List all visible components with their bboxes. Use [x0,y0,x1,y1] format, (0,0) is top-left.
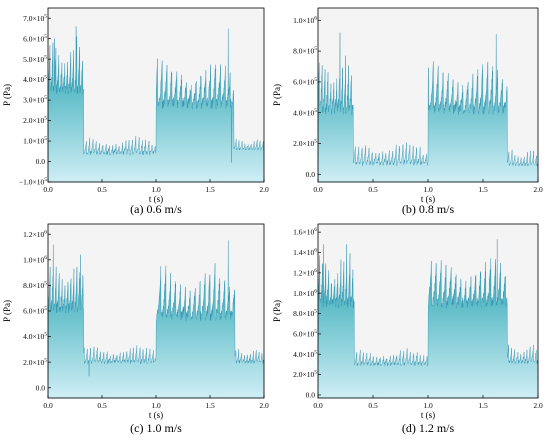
x-tick-label: 1.5 [478,401,488,410]
y-tick-label: 4.0×105 [293,349,317,359]
y-tick-label: 0.0 [36,383,46,392]
x-tick-label: 1.0 [423,401,433,410]
x-tick-label: 0.0 [43,401,53,410]
x-tick-label: 0.0 [313,185,323,194]
y-tick-label: 2.0×105 [23,116,47,126]
y-tick-label: 1.0×105 [23,136,47,146]
chart-panel-a: 0.0 0.5 1.0 1.5 2.0−1.0×1050.01.0×1052.0×105… [2,7,269,216]
y-tick-label: 1.0×106 [23,255,47,265]
x-tick-label: 2.0 [533,185,543,194]
x-tick-label: 2.0 [259,185,269,194]
y-tick-label: 4.0×105 [23,332,47,342]
y-axis-title: P (Pa) [2,300,12,322]
y-tick-label: −1.0×105 [19,177,47,187]
x-tick-label: 1.0 [423,185,433,194]
y-tick-label: 1.0×106 [293,288,317,298]
x-tick-label: 0.0 [313,401,323,410]
y-tick-label: 8.0×105 [23,281,47,291]
x-tick-label: 1.5 [205,185,215,194]
x-tick-label: 1.5 [478,185,488,194]
y-tick-label: 6.0×105 [293,329,317,339]
x-tick-label: 0.5 [368,401,378,410]
x-tick-label: 0.5 [368,185,378,194]
y-tick-label: 2.0×105 [23,357,47,367]
panel-caption: (b) 0.8 m/s [402,202,455,216]
y-tick-label: 3.0×105 [23,95,47,105]
panel-caption: (a) 0.6 m/s [130,202,182,216]
x-tick-label: 2.0 [259,401,269,410]
series-area-b [317,32,539,183]
x-axis-title: t (s) [421,194,435,204]
y-tick-label: 6.0×105 [293,77,317,87]
x-tick-label: 0.5 [97,185,107,194]
y-tick-label: 1.0×106 [293,15,317,25]
series-area-d [317,239,539,399]
y-tick-label: 4.0×105 [293,108,317,118]
panel-caption: (d) 1.2 m/s [402,421,455,435]
y-tick-label: 0.0 [36,157,46,166]
y-tick-label: 7.0×105 [23,13,47,23]
y-tick-label: 1.4×106 [293,248,317,258]
y-axis-title: P (Pa) [272,300,282,322]
y-axis-title: P (Pa) [2,84,12,106]
y-axis-title: P (Pa) [272,84,282,106]
x-tick-label: 0.5 [97,401,107,410]
y-tick-label: 0.0 [306,170,316,179]
y-tick-label: 0.0 [306,391,316,400]
x-axis-title: t (s) [149,410,163,420]
chart-panel-d: 0.0 0.5 1.0 1.5 2.0 0.0 2.0×105 4.0×105 6.0×105 8… [272,223,543,435]
y-tick-label: 6.0×105 [23,306,47,316]
x-tick-label: 1.5 [205,401,215,410]
x-axis-title: t (s) [149,194,163,204]
y-tick-label: 1.2×106 [23,229,47,239]
y-tick-label: 6.0×105 [23,34,47,44]
series-area-c [47,240,265,399]
y-tick-label: 5.0×105 [23,54,47,64]
y-tick-label: 4.0×105 [23,75,47,85]
x-axis-title: t (s) [421,410,435,420]
x-tick-label: 0.0 [43,185,53,194]
x-tick-label: 2.0 [533,401,543,410]
x-tick-label: 1.0 [151,401,161,410]
y-tick-label: 8.0×105 [293,46,317,56]
chart-panel-b: 0.0 0.5 1.0 1.5 2.0 0.0 2.0×105 4.0×105 6.0×105 8… [272,7,543,216]
y-tick-label: 2.0×105 [293,370,317,380]
series-area-a [47,26,265,183]
x-tick-label: 1.0 [151,185,161,194]
chart-panel-c: 0.0 0.5 1.0 1.5 2.0 0.0 2.0×105 4.0×105 6.0×105 8… [2,223,269,435]
y-tick-label: 1.2×106 [293,268,317,278]
y-tick-label: 8.0×105 [293,309,317,319]
y-tick-label: 1.6×106 [293,227,317,237]
y-tick-label: 2.0×105 [293,139,317,149]
panel-caption: (c) 1.0 m/s [130,421,182,435]
